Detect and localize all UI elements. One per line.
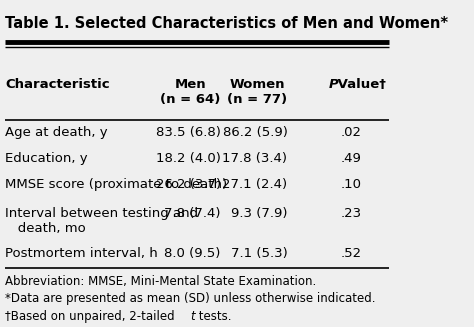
Text: Women
(n = 77): Women (n = 77) bbox=[227, 78, 287, 106]
Text: 86.2 (5.9): 86.2 (5.9) bbox=[222, 127, 287, 140]
Text: 27.1 (2.4): 27.1 (2.4) bbox=[222, 178, 287, 191]
Text: 26.2 (3.7): 26.2 (3.7) bbox=[155, 178, 221, 191]
Text: .49: .49 bbox=[341, 152, 362, 165]
Text: †Based on unpaired, 2-tailed: †Based on unpaired, 2-tailed bbox=[5, 310, 179, 323]
Text: 83.5 (6.8): 83.5 (6.8) bbox=[156, 127, 221, 140]
Text: MMSE score (proximate to death): MMSE score (proximate to death) bbox=[5, 178, 228, 191]
Text: Table 1. Selected Characteristics of Men and Women*: Table 1. Selected Characteristics of Men… bbox=[5, 16, 448, 31]
Text: tests.: tests. bbox=[195, 310, 232, 323]
Text: 17.8 (3.4): 17.8 (3.4) bbox=[222, 152, 287, 165]
Text: Value†: Value† bbox=[333, 78, 386, 91]
Text: Postmortem interval, h: Postmortem interval, h bbox=[5, 247, 158, 260]
Text: .23: .23 bbox=[341, 207, 362, 220]
Text: Interval between testing and
   death, mo: Interval between testing and death, mo bbox=[5, 207, 199, 235]
Text: Education, y: Education, y bbox=[5, 152, 88, 165]
Text: 18.2 (4.0): 18.2 (4.0) bbox=[156, 152, 221, 165]
Text: Characteristic: Characteristic bbox=[5, 78, 110, 91]
Text: 7.8 (7.4): 7.8 (7.4) bbox=[164, 207, 221, 220]
Text: Men
(n = 64): Men (n = 64) bbox=[160, 78, 221, 106]
Text: P: P bbox=[328, 78, 338, 91]
Text: 8.0 (9.5): 8.0 (9.5) bbox=[164, 247, 221, 260]
Text: 7.1 (5.3): 7.1 (5.3) bbox=[231, 247, 287, 260]
Text: .10: .10 bbox=[341, 178, 362, 191]
Text: t: t bbox=[190, 310, 195, 323]
Text: 9.3 (7.9): 9.3 (7.9) bbox=[231, 207, 287, 220]
Text: *Data are presented as mean (SD) unless otherwise indicated.: *Data are presented as mean (SD) unless … bbox=[5, 292, 376, 305]
Text: .52: .52 bbox=[341, 247, 362, 260]
Text: .02: .02 bbox=[341, 127, 362, 140]
Text: Age at death, y: Age at death, y bbox=[5, 127, 108, 140]
Text: Abbreviation: MMSE, Mini-Mental State Examination.: Abbreviation: MMSE, Mini-Mental State Ex… bbox=[5, 275, 317, 288]
